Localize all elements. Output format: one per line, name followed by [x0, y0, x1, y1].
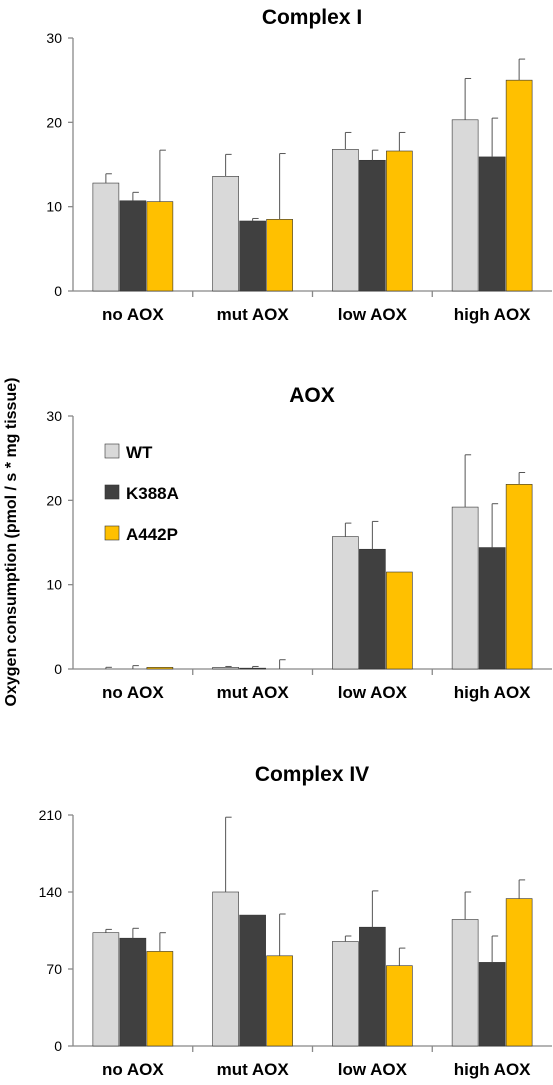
- bar-mut-aox-wt: [212, 891, 239, 1047]
- bar-low-aox-k388a: [359, 926, 386, 1047]
- legend-swatch-wt: [104, 443, 120, 459]
- y-tick-label: 0: [54, 661, 62, 677]
- chart-panel-aox: AOX 0 10 20 30 no AOX mut AOX low AOX high AOX WT…: [46, 384, 552, 702]
- x-tick-label: mut AOX: [217, 1060, 290, 1079]
- x-tick-label: low AOX: [338, 683, 408, 702]
- x-tick-label: high AOX: [454, 683, 531, 702]
- y-tick-label: 30: [46, 408, 62, 424]
- bar-mut-aox-k388a: [239, 667, 266, 670]
- bar-high-aox-a442p: [505, 484, 533, 670]
- y-tick-label: 70: [46, 961, 62, 977]
- bar-no-aox-wt: [92, 932, 120, 1047]
- bar-no-aox-k388a: [119, 200, 147, 292]
- legend-label: WT: [126, 443, 153, 462]
- chart-title: Complex IV: [255, 763, 369, 786]
- legend-label: K388A: [126, 484, 179, 503]
- chart-panel-complex-i: Complex I 0 10 20 30 no AOX mut AOX low AOX high…: [46, 6, 552, 324]
- bar-no-aox-wt: [92, 182, 120, 292]
- x-tick-label: mut AOX: [217, 683, 290, 702]
- bar-high-aox-a442p: [505, 79, 533, 292]
- bar-low-aox-wt: [332, 941, 359, 1047]
- y-tick-label: 10: [46, 577, 62, 593]
- y-tick-label: 210: [39, 807, 63, 823]
- bar-low-aox-k388a: [359, 548, 386, 670]
- bar-mut-aox-a442p: [266, 955, 293, 1047]
- y-tick-label: 20: [46, 114, 62, 130]
- bar-high-aox-wt: [451, 506, 479, 670]
- x-tick-label: mut AOX: [217, 305, 290, 324]
- bar-low-aox-k388a: [359, 159, 386, 292]
- y-tick-label: 140: [39, 884, 63, 900]
- bar-mut-aox-wt: [212, 667, 239, 670]
- y-tick-label: 0: [54, 1038, 62, 1054]
- chart-panel-complex-iv: Complex IV 0 70 140 210 no AOX mut AOX low AOX h…: [39, 763, 552, 1079]
- legend-label: A442P: [126, 525, 178, 544]
- y-tick-label: 10: [46, 199, 62, 215]
- legend-swatch-a442p: [104, 525, 120, 541]
- bar-low-aox-wt: [332, 149, 359, 292]
- bar-low-aox-a442p: [386, 150, 413, 292]
- x-tick-label: no AOX: [102, 1060, 164, 1079]
- bar-high-aox-k388a: [478, 547, 506, 670]
- bar-mut-aox-k388a: [239, 914, 266, 1047]
- bar-high-aox-k388a: [478, 962, 506, 1047]
- x-tick-label: low AOX: [338, 305, 408, 324]
- bar-no-aox-a442p: [146, 201, 174, 292]
- x-tick-label: low AOX: [338, 1060, 408, 1079]
- bar-no-aox-k388a: [119, 937, 147, 1047]
- bar-high-aox-wt: [451, 119, 479, 292]
- bar-mut-aox-wt: [212, 176, 239, 292]
- bar-mut-aox-k388a: [239, 220, 266, 292]
- y-axis-label: Oxygen consumption (pmol / s * mg tissue…: [3, 378, 20, 707]
- chart-panels: Complex I 0 10 20 30 no AOX mut AOX low AOX high…: [39, 6, 552, 1079]
- legend-swatch-k388a: [104, 484, 120, 500]
- bar-mut-aox-a442p: [266, 219, 293, 292]
- chart-title: AOX: [289, 384, 335, 407]
- x-tick-label: high AOX: [454, 1060, 531, 1079]
- y-tick-label: 20: [46, 492, 62, 508]
- bar-no-aox-a442p: [146, 951, 174, 1047]
- y-tick-label: 30: [46, 30, 62, 46]
- chart-title: Complex I: [262, 6, 362, 29]
- bar-low-aox-a442p: [386, 965, 413, 1047]
- bar-low-aox-wt: [332, 536, 359, 670]
- bar-low-aox-a442p: [386, 571, 413, 670]
- bar-high-aox-a442p: [505, 898, 533, 1047]
- bar-high-aox-wt: [451, 919, 479, 1047]
- x-tick-label: no AOX: [102, 305, 164, 324]
- x-tick-label: high AOX: [454, 305, 531, 324]
- bar-high-aox-k388a: [478, 156, 506, 292]
- bar-no-aox-a442p: [146, 667, 174, 670]
- x-tick-label: no AOX: [102, 683, 164, 702]
- y-tick-label: 0: [54, 283, 62, 299]
